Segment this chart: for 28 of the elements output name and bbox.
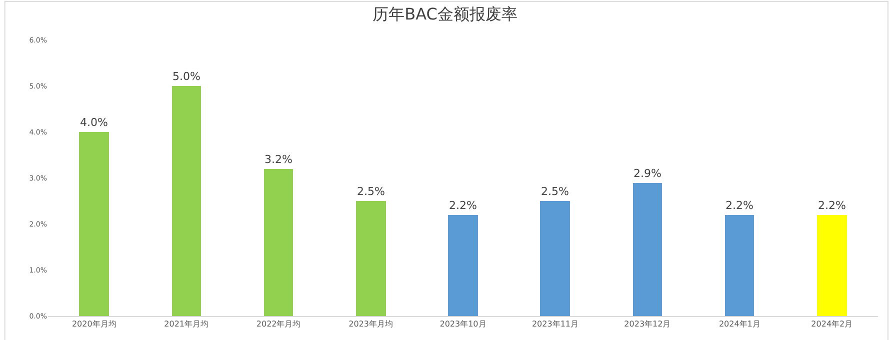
x-tick-label: 2023年10月 bbox=[440, 320, 486, 329]
x-tick-label: 2022年月均 bbox=[256, 320, 301, 329]
bar bbox=[725, 215, 754, 316]
bar bbox=[356, 201, 386, 316]
x-tick-label: 2023年11月 bbox=[532, 320, 578, 329]
data-label: 2.2% bbox=[449, 199, 477, 212]
x-tick-label: 2024年1月 bbox=[718, 320, 760, 329]
data-label: 2.5% bbox=[357, 185, 385, 198]
bar bbox=[817, 215, 847, 316]
data-label: 5.0% bbox=[172, 70, 200, 83]
data-label: 4.0% bbox=[80, 116, 108, 129]
bar bbox=[264, 169, 293, 316]
data-label: 3.2% bbox=[264, 153, 292, 166]
chart-title: 历年BAC金额报废率 bbox=[372, 4, 518, 24]
bar bbox=[172, 86, 201, 316]
data-label: 2.2% bbox=[726, 199, 754, 212]
data-label: 2.5% bbox=[541, 185, 569, 198]
x-tick-label: 2024年2月 bbox=[811, 320, 853, 329]
data-label: 2.2% bbox=[818, 199, 846, 212]
data-label: 2.9% bbox=[634, 167, 662, 180]
bar bbox=[540, 201, 570, 316]
bar bbox=[448, 215, 478, 316]
x-tick-label: 2021年月均 bbox=[164, 320, 209, 329]
x-tick-label: 2023年月均 bbox=[348, 320, 393, 329]
bar bbox=[79, 132, 109, 316]
x-tick-label: 2020年月均 bbox=[72, 320, 116, 329]
bar bbox=[633, 183, 662, 316]
x-tick-label: 2023年12月 bbox=[624, 320, 671, 329]
